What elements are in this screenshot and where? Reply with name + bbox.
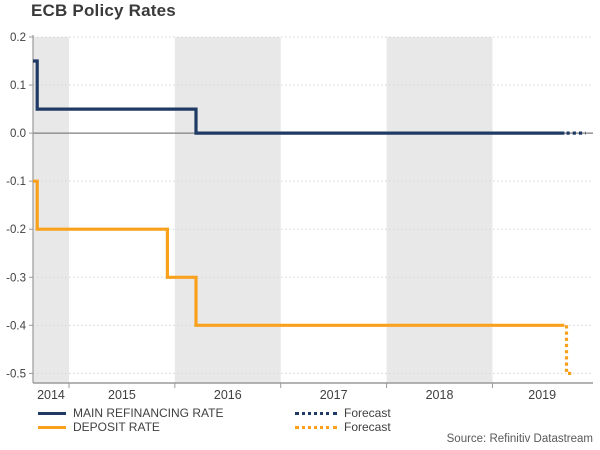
y-tick-label: -0.2 [6, 224, 26, 236]
year-band [174, 37, 281, 383]
x-tick-label: 2017 [320, 388, 348, 402]
legend-item-forecast-deposit: Forecast [295, 420, 391, 434]
x-tick-label: 2019 [528, 388, 556, 402]
legend-label: Forecast [344, 420, 391, 434]
y-tick-label: -0.4 [6, 320, 26, 332]
y-tick-label: -0.3 [6, 272, 26, 284]
dotted-line-swatch-icon [295, 411, 337, 415]
x-tick-label: 2018 [426, 388, 454, 402]
solid-line-swatch-icon [38, 411, 66, 415]
legend-item-main-refinancing-rate: MAIN REFINANCING RATE [38, 406, 223, 420]
y-tick-label: 0.0 [10, 128, 26, 140]
y-tick-label: 0.1 [10, 80, 26, 92]
year-band [33, 37, 69, 383]
legend-item-forecast-main: Forecast [295, 406, 391, 420]
legend-label: Forecast [344, 406, 391, 420]
series-deposit-rate-line [33, 179, 565, 327]
x-tick-label: 2016 [214, 388, 242, 402]
legend-item-deposit-rate: DEPOSIT RATE [38, 420, 160, 434]
x-tick-label: 2015 [108, 388, 136, 402]
series-main-refinancing-rate-line [33, 59, 565, 135]
x-tick-label: 2014 [37, 388, 65, 402]
chart-title: ECB Policy Rates [31, 1, 176, 20]
y-tick-label: -0.1 [6, 176, 26, 188]
y-tick-label: -0.5 [6, 368, 26, 380]
dotted-line-swatch-icon [295, 425, 337, 429]
source-attribution: Source: Refinitiv Datastream [446, 433, 593, 445]
solid-line-swatch-icon [38, 425, 66, 429]
y-tick-label: 0.2 [10, 32, 26, 44]
year-band [386, 37, 493, 383]
series-forecast-forecast-line [564, 325, 574, 375]
legend-label: DEPOSIT RATE [73, 420, 160, 434]
legend-label: MAIN REFINANCING RATE [73, 406, 224, 420]
